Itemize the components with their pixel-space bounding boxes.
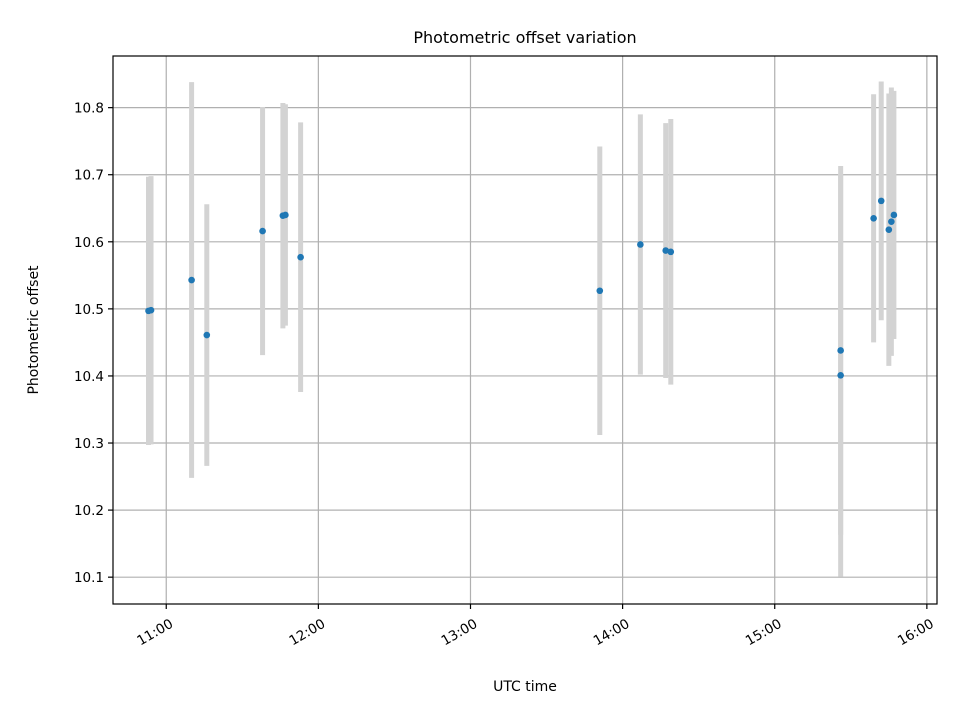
data-point bbox=[837, 372, 844, 379]
data-point bbox=[259, 228, 266, 235]
data-point bbox=[637, 241, 644, 248]
data-point bbox=[667, 249, 674, 256]
plot-frame bbox=[113, 56, 937, 604]
x-tick-label: 15:00 bbox=[743, 616, 785, 649]
x-axis-label: UTC time bbox=[493, 679, 557, 695]
data-point bbox=[297, 254, 304, 261]
errorbar-layer bbox=[148, 81, 893, 576]
y-tick-label: 10.4 bbox=[74, 369, 104, 385]
x-tick-label: 11:00 bbox=[134, 616, 176, 649]
data-point bbox=[870, 215, 877, 222]
data-point bbox=[837, 347, 844, 354]
x-tick-label: 14:00 bbox=[591, 616, 633, 649]
grid-layer bbox=[113, 56, 937, 604]
y-tick-label: 10.8 bbox=[74, 101, 104, 117]
x-axis: 11:00 12:00 13:00 14:00 15:00 16:00 bbox=[134, 604, 936, 649]
y-tick-label: 10.1 bbox=[74, 570, 104, 586]
y-tick-label: 10.3 bbox=[74, 436, 104, 452]
y-tick-label: 10.7 bbox=[74, 168, 104, 184]
data-point bbox=[878, 198, 885, 205]
point-layer bbox=[145, 198, 897, 379]
x-tick-label: 13:00 bbox=[439, 616, 481, 649]
data-point bbox=[596, 287, 603, 294]
data-point bbox=[282, 212, 289, 219]
x-tick-label: 12:00 bbox=[286, 616, 328, 649]
x-tick-label: 16:00 bbox=[895, 616, 937, 649]
data-point bbox=[891, 212, 898, 219]
y-tick-label: 10.5 bbox=[74, 302, 104, 318]
y-tick-label: 10.2 bbox=[74, 503, 104, 519]
y-axis: 10.1 10.2 10.3 10.4 10.5 10.6 10.7 10.8 bbox=[74, 101, 113, 587]
y-axis-label: Photometric offset bbox=[26, 265, 42, 395]
data-point bbox=[886, 226, 893, 233]
data-point bbox=[888, 218, 895, 225]
chart-title: Photometric offset variation bbox=[413, 28, 636, 47]
y-tick-label: 10.6 bbox=[74, 235, 104, 251]
data-point bbox=[188, 277, 195, 284]
data-point bbox=[204, 332, 211, 339]
data-point bbox=[148, 307, 155, 314]
